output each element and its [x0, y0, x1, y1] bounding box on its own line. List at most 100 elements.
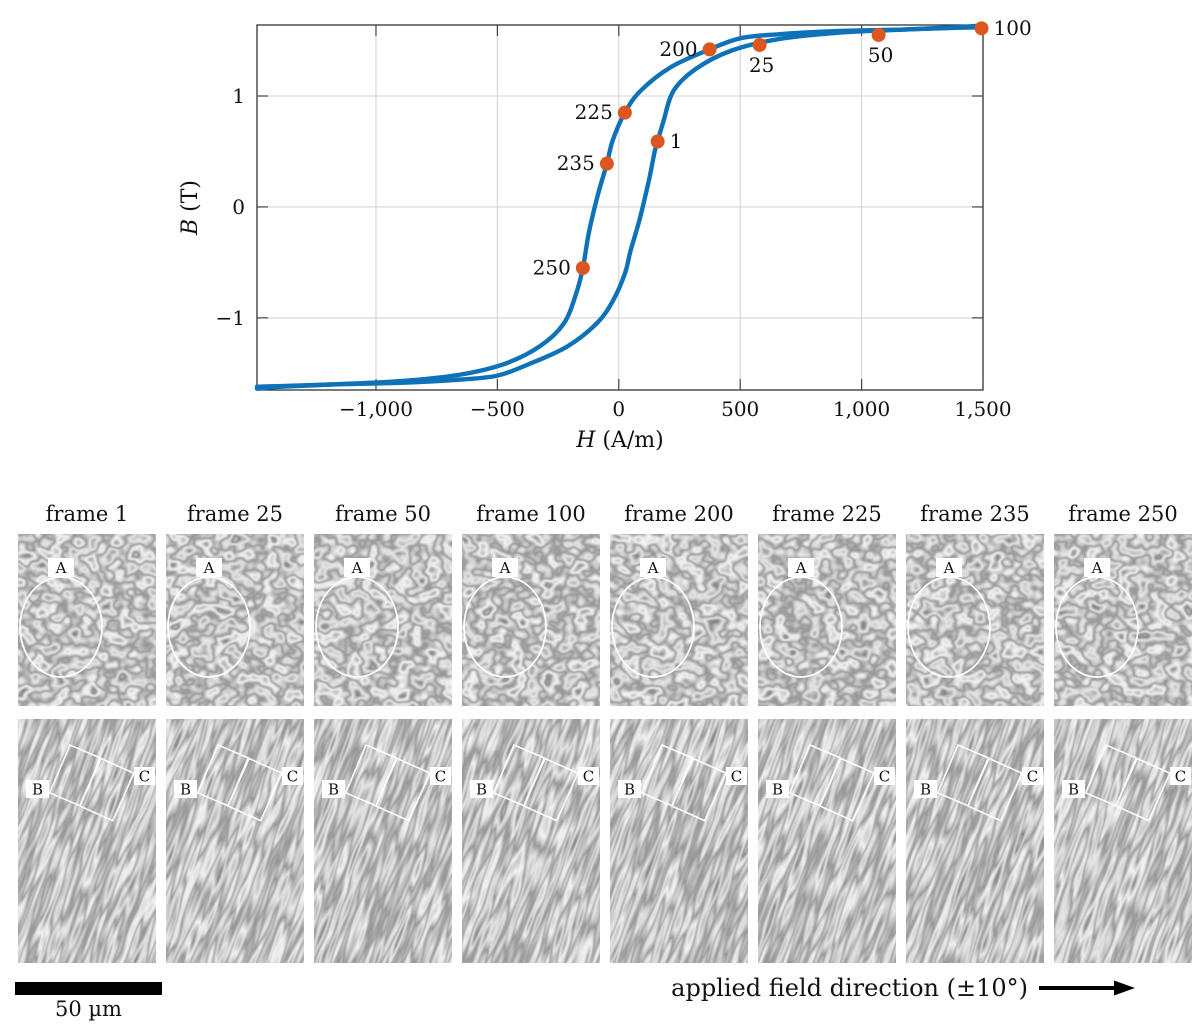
stripe-texture-group: [1054, 719, 1192, 963]
stripe-texture-group: [314, 719, 452, 963]
stripe-texture: [906, 719, 1044, 963]
domain-image-bottom: BC: [758, 719, 896, 963]
domain-image-bottom: BC: [314, 719, 452, 963]
x-tick-label: −500: [470, 397, 525, 421]
region-a-label: A: [55, 559, 67, 577]
domain-image-top: A: [166, 534, 304, 706]
frame-marker-label: 25: [749, 53, 774, 77]
domain-image-bottom: BC: [1054, 719, 1192, 963]
region-a-label-box: [1084, 558, 1110, 577]
region-c-label: C: [731, 768, 742, 786]
domain-image-top: A: [758, 534, 896, 706]
region-c-box: [818, 757, 875, 822]
plot-spine: [256, 24, 984, 391]
frame-marker-label: 100: [994, 16, 1032, 40]
stripe-texture: [314, 719, 452, 963]
region-b-label: B: [476, 781, 487, 799]
region-c-label-box: [726, 767, 747, 785]
region-c-label: C: [139, 768, 150, 786]
frame-marker-label: 1: [670, 129, 683, 153]
region-b-label-box: [174, 780, 197, 798]
domain-image-bottom: BC: [18, 719, 156, 963]
region-c-box: [966, 757, 1023, 822]
region-a-label-box: [640, 558, 666, 577]
region-c-label: C: [1027, 768, 1038, 786]
frame-marker: [617, 105, 632, 120]
region-b-label-box: [470, 780, 493, 798]
region-c-box: [1114, 757, 1171, 822]
scale-bar-label: 50 µm: [55, 997, 122, 1021]
region-c-label-box: [134, 767, 155, 785]
region-b-label: B: [920, 781, 931, 799]
region-b-label: B: [1068, 781, 1079, 799]
region-b-label-box: [1062, 780, 1085, 798]
region-c-box: [522, 757, 579, 822]
region-a-label: A: [647, 559, 659, 577]
region-c-label: C: [287, 768, 298, 786]
stripe-texture-group: [18, 719, 156, 963]
region-c-label: C: [583, 768, 594, 786]
hysteresis-curve-upper: [254, 25, 986, 391]
region-a-label: A: [943, 559, 955, 577]
grid: [257, 25, 984, 390]
frame-marker-label: 225: [575, 100, 613, 124]
stripe-texture: [18, 719, 156, 963]
frame-marker-label: 200: [659, 37, 697, 61]
region-c-label: C: [1175, 768, 1186, 786]
stripe-texture-group: [166, 719, 304, 963]
stripe-texture: [610, 719, 748, 963]
domain-texture: [314, 534, 452, 706]
field-direction-label: applied field direction (±10°): [671, 974, 1028, 1002]
x-axis-label: H (A/m): [575, 428, 664, 453]
frame-marker: [752, 37, 767, 52]
hysteresis-chart-svg: 1 25 50 100 200 225 235 250 −1,000 −500 0 500 1,000 1…: [178, 16, 1032, 453]
y-tick-label: 0: [232, 195, 245, 219]
region-c-label: C: [435, 768, 446, 786]
domain-image-top: A: [462, 534, 600, 706]
region-c-box: [78, 757, 135, 822]
frame-header: frame 235: [920, 502, 1030, 526]
stripe-texture: [166, 719, 304, 963]
y-tick-label: −1: [216, 306, 245, 330]
frame-markers: 1 25 50 100 200 225 235 250: [533, 16, 1032, 280]
region-c-label-box: [282, 767, 303, 785]
region-c-label-box: [874, 767, 895, 785]
domain-texture: [758, 534, 896, 706]
frame-marker-label: 235: [557, 151, 595, 175]
region-c-label-box: [578, 767, 599, 785]
right-arrow-icon: [1039, 980, 1135, 996]
x-tick-label: 1,500: [954, 397, 1011, 421]
region-a-label-box: [492, 558, 518, 577]
region-a-label: A: [203, 559, 215, 577]
domain-texture: [166, 534, 304, 706]
region-c-box: [226, 757, 283, 822]
y-tick-label: 1: [232, 84, 245, 108]
region-a-label-box: [936, 558, 962, 577]
frame-marker: [871, 27, 886, 42]
stripe-texture-group: [610, 719, 748, 963]
domain-image-top: A: [18, 534, 156, 706]
region-a-label: A: [499, 559, 511, 577]
stripe-texture: [758, 719, 896, 963]
region-b-label-box: [914, 780, 937, 798]
frame-header: frame 200: [624, 502, 734, 526]
stripe-texture-group: [906, 719, 1044, 963]
region-c-label-box: [1170, 767, 1191, 785]
region-b-label-box: [322, 780, 345, 798]
domain-image-bottom: BC: [610, 719, 748, 963]
x-tick-label: 500: [721, 397, 759, 421]
region-b-label-box: [618, 780, 641, 798]
domain-texture: [18, 534, 156, 706]
tick-marks: [257, 25, 984, 390]
frame-header: frame 1: [45, 502, 129, 526]
domain-image-top: A: [314, 534, 452, 706]
region-c-label-box: [1022, 767, 1043, 785]
stripe-texture: [462, 719, 600, 963]
frame-header: frame 225: [772, 502, 882, 526]
region-a-label-box: [48, 558, 74, 577]
frame-marker: [702, 42, 717, 57]
domain-image-top: A: [1054, 534, 1192, 706]
region-a-label: A: [1091, 559, 1103, 577]
x-tick-label: 1,000: [833, 397, 890, 421]
